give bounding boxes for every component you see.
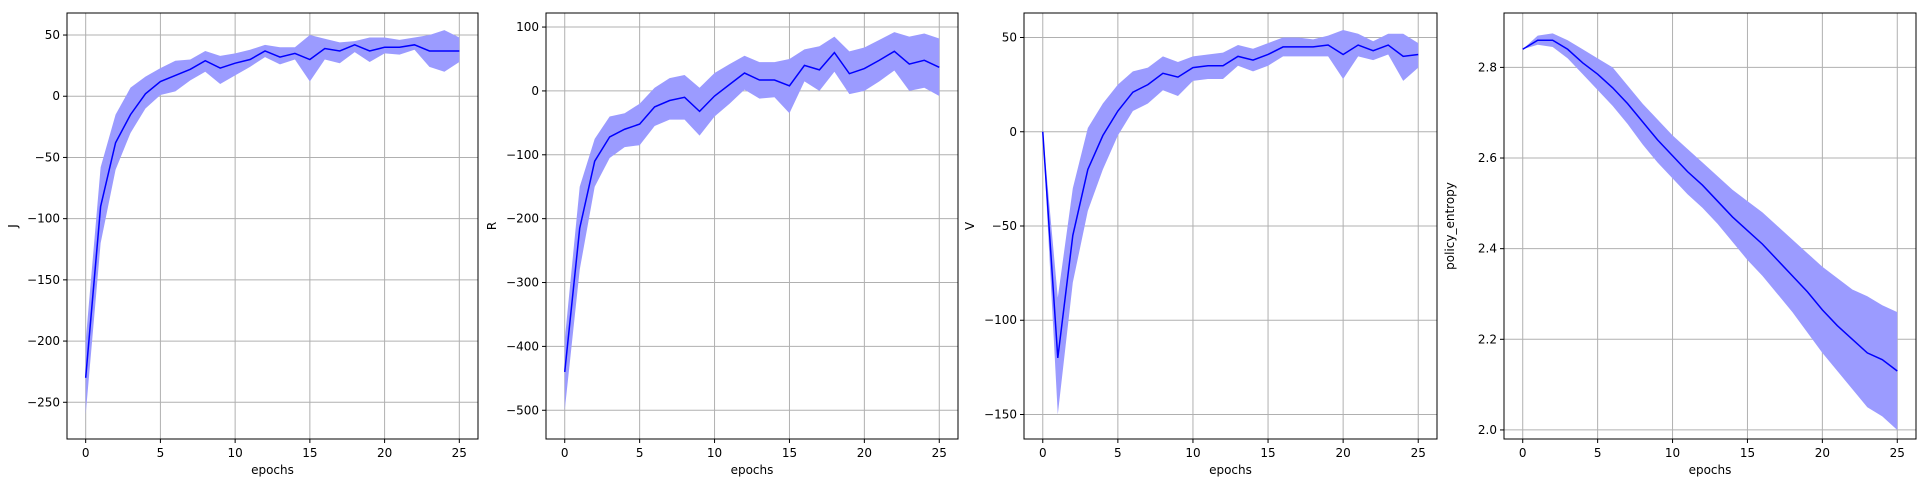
x-tick-label: 20 [1815, 446, 1830, 460]
x-tick-label: 25 [1411, 446, 1426, 460]
x-tick-label: 15 [782, 446, 797, 460]
mean-line [563, 50, 940, 373]
mean-line [1522, 39, 1898, 372]
y-tick-label: 100 [516, 20, 539, 34]
y-tick-label: −150 [984, 407, 1017, 421]
axes-frame [1503, 12, 1917, 440]
x-tick-label: 20 [1335, 446, 1350, 460]
y-tick-label: −100 [27, 212, 60, 226]
x-tick-label: 5 [1114, 446, 1122, 460]
subplot-policy-entropy: 0 5 10 15 20 25 2.0 2.2 2.4 2.6 2.8 epochs policy_en… [1443, 12, 1917, 477]
x-tick-label: 25 [932, 446, 947, 460]
x-tick-label: 20 [857, 446, 872, 460]
x-tick-label: 20 [377, 446, 392, 460]
subplot-r: 0 5 10 15 20 25 −500 −400 −300 −200 −100 0 100 epochs… [485, 12, 959, 477]
x-tick-label: 10 [1185, 446, 1200, 460]
x-tick-label: 25 [1890, 446, 1905, 460]
y-tick-label: −50 [35, 150, 60, 164]
mean-line [1042, 44, 1419, 359]
x-tick-label: 0 [1519, 446, 1527, 460]
y-tick-label: 2.4 [1478, 242, 1497, 256]
x-tick-label: 0 [561, 446, 569, 460]
y-tick-label: −400 [506, 339, 539, 353]
x-axis-title: epochs [1689, 463, 1732, 477]
y-tick-label: 0 [531, 84, 539, 98]
x-tick-label: 10 [227, 446, 242, 460]
x-axis-title: epochs [731, 463, 774, 477]
x-tick-label: 25 [452, 446, 467, 460]
x-tick-label: 15 [1260, 446, 1275, 460]
y-tick-label: −250 [27, 395, 60, 409]
x-axis-title: epochs [251, 463, 294, 477]
y-axis-title: R [485, 222, 499, 230]
x-tick-label: 15 [1740, 446, 1755, 460]
x-tick-label: 0 [1039, 446, 1047, 460]
y-tick-label: −300 [506, 276, 539, 290]
y-tick-label: 50 [1002, 31, 1017, 45]
y-tick-label: −100 [506, 148, 539, 162]
mean-line [84, 44, 460, 378]
y-axis-title: J [6, 224, 20, 229]
x-tick-label: 5 [636, 446, 644, 460]
subplot-j: 0 5 10 15 20 25 −250 −200 −150 −100 −50 0 50 epochs J [6, 12, 479, 477]
y-tick-label: 0 [52, 89, 60, 103]
y-tick-label: 2.8 [1478, 60, 1497, 74]
y-tick-label: 2.6 [1478, 151, 1497, 165]
y-axis-title: V [963, 221, 977, 230]
subplot-v: 0 5 10 15 20 25 −150 −100 −50 0 50 epochs V [963, 12, 1438, 477]
y-tick-label: 2.0 [1478, 423, 1497, 437]
x-tick-label: 5 [157, 446, 165, 460]
y-tick-label: −200 [506, 212, 539, 226]
confidence-band [1522, 33, 1898, 430]
y-tick-label: 0 [1009, 125, 1017, 139]
axes-frame [66, 12, 479, 440]
y-tick-label: −500 [506, 403, 539, 417]
y-tick-label: −200 [27, 334, 60, 348]
y-tick-label: 2.2 [1478, 332, 1497, 346]
axes-frame [545, 12, 959, 440]
x-tick-label: 10 [707, 446, 722, 460]
x-tick-label: 5 [1594, 446, 1602, 460]
y-axis-title: policy_entropy [1443, 182, 1457, 270]
confidence-band [85, 30, 460, 415]
y-tick-label: 50 [45, 28, 60, 42]
confidence-band [564, 32, 940, 411]
y-tick-label: −50 [992, 219, 1017, 233]
y-tick-label: −100 [984, 313, 1017, 327]
x-axis-title: epochs [1209, 463, 1252, 477]
confidence-band [1042, 29, 1419, 415]
x-tick-label: 15 [302, 446, 317, 460]
x-tick-label: 10 [1665, 446, 1680, 460]
x-tick-label: 0 [82, 446, 90, 460]
y-tick-label: −150 [27, 273, 60, 287]
